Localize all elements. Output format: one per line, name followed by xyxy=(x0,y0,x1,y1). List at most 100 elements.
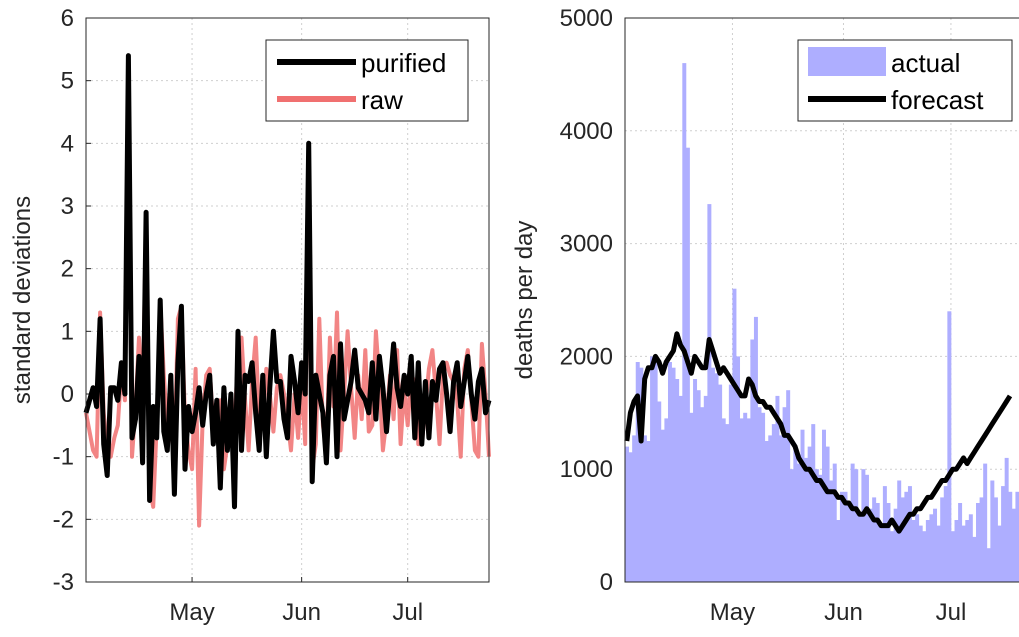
legend-label-actual: actual xyxy=(891,48,960,78)
right-xtick-label: Jul xyxy=(936,599,967,626)
right-plot-frame xyxy=(624,17,1019,583)
bar-actual xyxy=(646,441,651,582)
left-ytick-label: 0 xyxy=(61,381,74,408)
bar-actual xyxy=(625,446,629,582)
left-ytick-label: -3 xyxy=(53,569,74,596)
right-ytick-label: 2000 xyxy=(560,343,613,370)
bar-actual xyxy=(850,463,855,582)
bar-actual xyxy=(743,412,748,582)
bar-actual xyxy=(710,367,715,582)
bar-actual xyxy=(786,390,791,582)
bar-actual xyxy=(990,480,995,582)
left-ytick-label: -1 xyxy=(53,444,74,471)
bar-actual xyxy=(879,525,884,582)
bar-actual xyxy=(800,429,805,582)
left-ytick-label: 5 xyxy=(61,68,74,95)
bar-actual xyxy=(718,384,723,582)
bar-actual xyxy=(732,288,737,582)
left-legend: purified raw xyxy=(265,39,469,122)
bar-actual xyxy=(972,536,977,582)
bar-actual xyxy=(721,418,726,582)
bar-actual xyxy=(872,497,877,582)
bar-actual xyxy=(660,429,665,582)
bar-actual xyxy=(750,339,755,582)
bar-actual xyxy=(936,525,941,582)
bar-actual xyxy=(839,491,844,582)
bar-actual xyxy=(950,531,955,582)
bar-actual xyxy=(771,424,776,582)
bar-actual xyxy=(954,520,959,582)
bar-actual xyxy=(811,424,816,582)
bar-actual xyxy=(707,204,712,582)
bar-actual xyxy=(847,503,852,582)
right-ytick-label: 0 xyxy=(600,569,613,596)
bar-actual xyxy=(789,469,794,582)
bar-actual xyxy=(818,474,823,582)
bar-actual xyxy=(958,503,963,582)
bar-actual xyxy=(1004,457,1009,582)
bar-actual xyxy=(804,457,809,582)
bar-actual xyxy=(886,503,891,582)
bar-actual xyxy=(768,435,773,582)
right-forecast-line xyxy=(624,331,1013,534)
left-ytick-label: 4 xyxy=(61,130,74,157)
bar-actual xyxy=(635,362,640,582)
legend-label-raw: raw xyxy=(361,85,403,115)
series-line-forecast xyxy=(624,331,1013,534)
bar-actual xyxy=(796,463,801,582)
right-ytick-label: 1000 xyxy=(560,456,613,483)
bar-actual xyxy=(843,491,848,582)
bar-actual xyxy=(761,412,766,582)
bar-actual xyxy=(642,435,647,582)
bar-actual xyxy=(700,407,705,582)
bar-actual xyxy=(1001,486,1006,582)
left-xtick-label: Jul xyxy=(392,599,423,626)
right-chart: 0 1000 2000 3000 4000 5000 May Jun Jul deaths p… xyxy=(511,5,1019,626)
bar-actual xyxy=(875,503,880,582)
bar-actual xyxy=(986,548,991,582)
bar-actual xyxy=(911,520,916,582)
bar-actual xyxy=(693,379,698,582)
right-ytick-label: 3000 xyxy=(560,231,613,258)
left-xtick-label: May xyxy=(169,599,214,626)
bar-actual xyxy=(664,418,669,582)
bar-actual xyxy=(822,429,826,582)
right-bars xyxy=(625,63,1019,583)
bar-actual xyxy=(836,520,841,582)
bar-actual xyxy=(933,508,938,582)
left-plot-frame xyxy=(85,17,490,583)
left-ytick-label: 3 xyxy=(61,193,74,220)
bar-actual xyxy=(882,486,887,582)
left-ytick-label: 2 xyxy=(61,256,74,283)
bar-actual xyxy=(736,356,741,582)
bar-actual xyxy=(714,373,719,582)
bar-actual xyxy=(632,435,637,582)
bar-actual xyxy=(1015,491,1019,582)
bar-actual xyxy=(650,356,655,582)
bar-actual xyxy=(657,401,662,582)
bar-actual xyxy=(857,514,862,582)
bar-actual xyxy=(829,480,834,582)
right-ytick-label: 4000 xyxy=(560,118,613,145)
bar-actual xyxy=(940,497,945,582)
bar-actual xyxy=(746,418,751,582)
bar-actual xyxy=(868,508,873,582)
left-y-axis-label: standard deviations xyxy=(9,196,36,404)
bar-actual xyxy=(814,469,819,582)
bar-actual xyxy=(929,514,934,582)
right-x-tick-labels: May Jun Jul xyxy=(710,599,967,626)
bar-actual xyxy=(983,463,988,582)
bar-actual xyxy=(832,463,837,582)
bar-actual xyxy=(861,469,866,582)
left-ytick-label: -2 xyxy=(53,506,74,533)
bar-actual xyxy=(922,531,927,582)
bar-actual xyxy=(979,497,984,582)
legend-label-forecast: forecast xyxy=(891,85,984,115)
bar-actual xyxy=(947,311,952,582)
bar-actual xyxy=(793,446,798,582)
bar-actual xyxy=(925,520,930,582)
legend-label-purified: purified xyxy=(361,48,446,78)
bar-actual xyxy=(893,508,898,582)
bar-actual xyxy=(675,379,680,582)
bar-actual xyxy=(678,395,683,582)
